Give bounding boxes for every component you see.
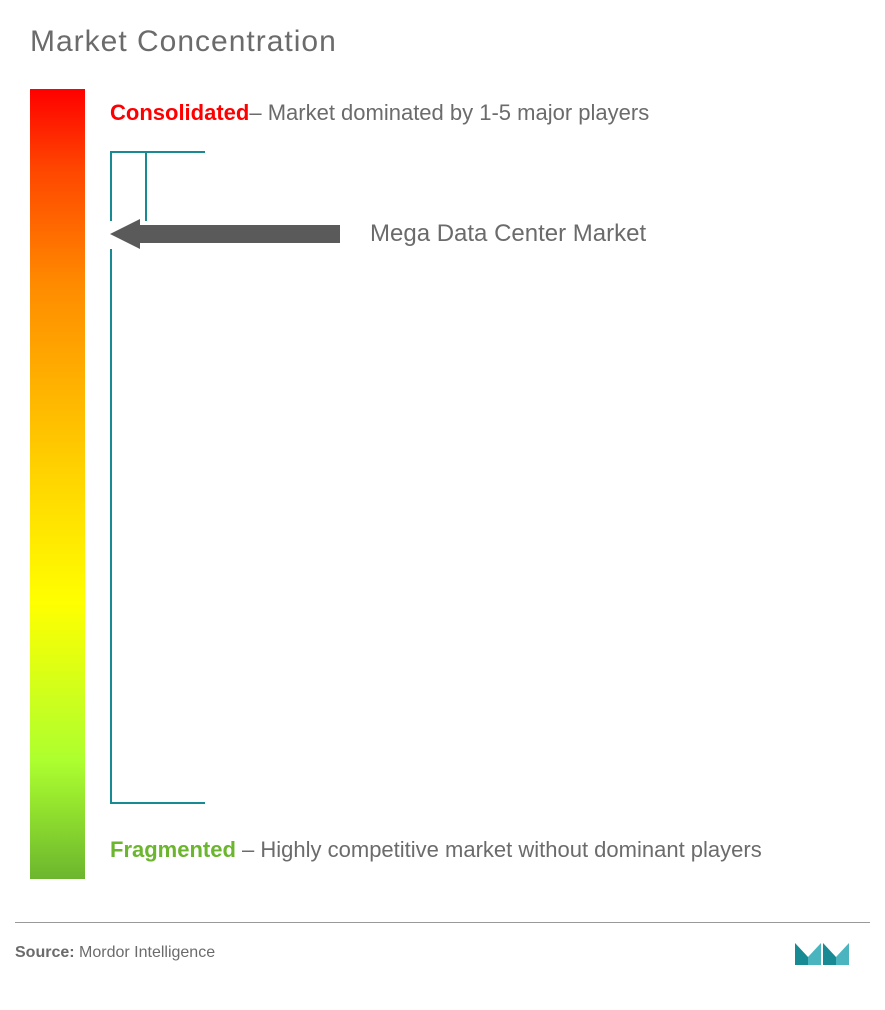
chart-title: Market Concentration: [30, 25, 855, 59]
fragmented-label: Fragmented: [110, 837, 236, 862]
content-area: Consolidated– Market dominated by 1-5 ma…: [30, 89, 855, 879]
labels-area: Consolidated– Market dominated by 1-5 ma…: [85, 89, 855, 879]
consolidated-description: – Market dominated by 1-5 major players: [249, 100, 649, 125]
source-label: Source:: [15, 944, 75, 961]
bracket-top-inner: [145, 151, 205, 221]
fragmented-description: – Highly competitive market without domi…: [236, 837, 762, 862]
bracket-bottom: [110, 249, 205, 804]
fragmented-section: Fragmented – Highly competitive market w…: [110, 826, 835, 874]
arrow-icon: [110, 219, 340, 249]
mordor-logo-icon: [790, 935, 870, 970]
footer: Source: Mordor Intelligence: [15, 922, 870, 970]
chart-container: Market Concentration Consolidated– Marke…: [0, 0, 885, 1010]
source-citation: Source: Mordor Intelligence: [15, 944, 215, 962]
market-name: Mega Data Center Market: [370, 220, 646, 248]
concentration-gradient-bar: [30, 89, 85, 879]
consolidated-label: Consolidated: [110, 100, 249, 125]
market-indicator: Mega Data Center Market: [110, 219, 646, 249]
source-text: Mordor Intelligence: [75, 944, 216, 961]
consolidated-section: Consolidated– Market dominated by 1-5 ma…: [110, 89, 835, 137]
